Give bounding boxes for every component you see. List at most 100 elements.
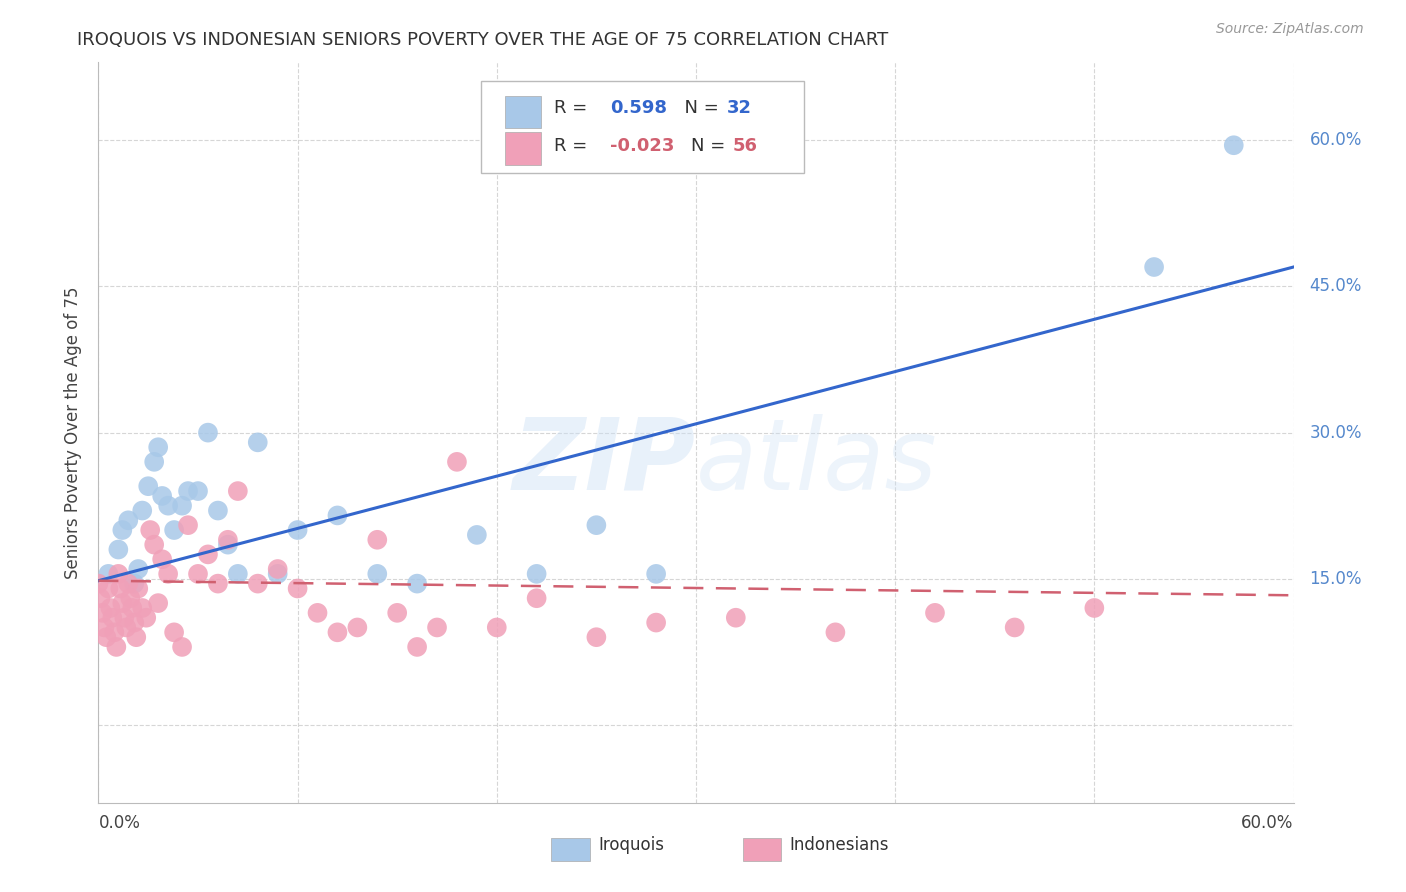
Point	[426, 620, 449, 634]
Text: 56: 56	[733, 137, 758, 155]
FancyBboxPatch shape	[481, 81, 804, 173]
Text: N =: N =	[692, 137, 731, 155]
Text: N =: N =	[673, 100, 724, 118]
Point	[585, 518, 607, 533]
Point	[111, 596, 134, 610]
Point	[103, 625, 125, 640]
Point	[217, 538, 239, 552]
Text: atlas: atlas	[696, 414, 938, 511]
Point	[187, 566, 209, 581]
Point	[111, 523, 134, 537]
Point	[326, 508, 349, 523]
Y-axis label: Seniors Poverty Over the Age of 75: Seniors Poverty Over the Age of 75	[65, 286, 83, 579]
Point	[115, 620, 138, 634]
Point	[406, 576, 429, 591]
Point	[172, 640, 194, 654]
FancyBboxPatch shape	[505, 132, 541, 165]
Point	[406, 640, 429, 654]
Point	[645, 615, 668, 630]
Point	[226, 484, 249, 499]
Point	[163, 523, 186, 537]
Point	[326, 625, 349, 640]
Text: 60.0%: 60.0%	[1309, 131, 1362, 149]
Point	[526, 566, 548, 581]
Point	[107, 566, 129, 581]
Point	[207, 503, 229, 517]
Text: 0.0%: 0.0%	[98, 814, 141, 832]
Point	[150, 489, 173, 503]
Point	[163, 625, 186, 640]
Text: Source: ZipAtlas.com: Source: ZipAtlas.com	[1216, 22, 1364, 37]
Point	[724, 610, 747, 624]
Point	[187, 484, 209, 499]
Point	[197, 425, 219, 440]
Point	[110, 582, 132, 596]
Point	[143, 455, 166, 469]
Point	[93, 620, 115, 634]
Point	[131, 503, 153, 517]
Point	[1004, 620, 1026, 634]
Point	[120, 591, 142, 606]
Point	[148, 440, 170, 454]
Text: Indonesians: Indonesians	[789, 836, 889, 854]
Point	[366, 566, 388, 581]
Point	[117, 513, 139, 527]
Point	[346, 620, 368, 634]
Point	[485, 620, 508, 634]
Point	[287, 582, 309, 596]
Point	[267, 562, 290, 576]
Point	[197, 548, 219, 562]
Point	[177, 518, 200, 533]
Point	[121, 601, 143, 615]
Point	[98, 601, 122, 615]
Point	[89, 591, 111, 606]
Text: R =: R =	[554, 137, 593, 155]
Text: IROQUOIS VS INDONESIAN SENIORS POVERTY OVER THE AGE OF 75 CORRELATION CHART: IROQUOIS VS INDONESIAN SENIORS POVERTY O…	[77, 31, 889, 49]
Point	[124, 576, 146, 591]
Point	[96, 630, 118, 644]
Text: 30.0%: 30.0%	[1309, 424, 1362, 442]
Point	[385, 606, 409, 620]
Point	[465, 528, 488, 542]
Text: 15.0%: 15.0%	[1309, 570, 1362, 588]
Text: 45.0%: 45.0%	[1309, 277, 1362, 295]
Point	[97, 582, 120, 596]
Point	[117, 576, 139, 591]
Point	[127, 582, 149, 596]
Point	[139, 523, 162, 537]
Point	[127, 562, 149, 576]
Point	[585, 630, 607, 644]
Point	[143, 538, 166, 552]
Point	[136, 479, 159, 493]
Point	[217, 533, 239, 547]
FancyBboxPatch shape	[551, 838, 589, 862]
Point	[97, 566, 120, 581]
Text: 32: 32	[727, 100, 752, 118]
Text: -0.023: -0.023	[610, 137, 675, 155]
Point	[526, 591, 548, 606]
Point	[446, 455, 468, 469]
Text: 0.598: 0.598	[610, 100, 666, 118]
Point	[1223, 138, 1246, 153]
Text: Iroquois: Iroquois	[598, 836, 664, 854]
FancyBboxPatch shape	[742, 838, 780, 862]
Point	[246, 435, 269, 450]
Text: ZIP: ZIP	[513, 414, 696, 511]
Point	[307, 606, 329, 620]
Point	[91, 606, 114, 620]
Point	[124, 615, 146, 630]
Point	[131, 601, 153, 615]
Point	[924, 606, 946, 620]
Text: R =: R =	[554, 100, 593, 118]
Point	[1083, 601, 1105, 615]
Point	[246, 576, 269, 591]
Point	[150, 552, 173, 566]
Point	[148, 596, 170, 610]
Point	[125, 630, 148, 644]
Point	[366, 533, 388, 547]
Point	[105, 640, 128, 654]
Point	[112, 610, 135, 624]
Point	[824, 625, 846, 640]
Point	[287, 523, 309, 537]
Point	[645, 566, 668, 581]
